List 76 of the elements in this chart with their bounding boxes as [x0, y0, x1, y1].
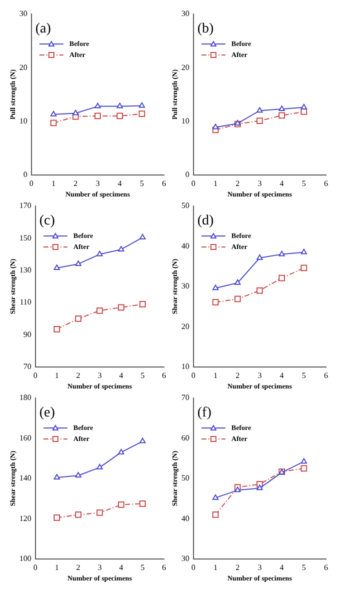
y-tick-label: 40	[181, 241, 190, 250]
y-tick-label: 90	[23, 330, 32, 339]
x-tick-label: 4	[280, 562, 284, 572]
x-tick-label: 0	[191, 562, 196, 572]
y-tick-label: 110	[20, 298, 32, 307]
x-tick-label: 5	[140, 178, 144, 188]
y-tick-label: 160	[19, 433, 32, 442]
x-tick-label: 2	[76, 370, 80, 380]
x-tick-label: 5	[140, 370, 145, 380]
x-tick-label: 6	[324, 370, 328, 380]
x-tick-label: 1	[214, 370, 218, 380]
x-tick-label: 3	[96, 178, 100, 188]
x-tick-label: 5	[302, 178, 306, 188]
x-tick-label: 4	[119, 562, 124, 572]
annotation: (c)	[39, 214, 56, 229]
x-tick-label: 4	[119, 370, 124, 380]
x-tick-label: 3	[98, 370, 102, 380]
y-tick-label: 50	[181, 474, 190, 483]
y-tick-label: 10	[181, 362, 190, 372]
annotation: (d)	[197, 214, 214, 229]
y-tick-label: 20	[181, 322, 190, 331]
x-tick-label: 0	[191, 178, 196, 188]
x-tick-label: 6	[162, 178, 166, 188]
x-tick-label: 5	[140, 562, 145, 572]
annotation: (f)	[197, 406, 212, 421]
y-tick-label: 150	[19, 233, 32, 242]
x-tick-label: 6	[162, 370, 166, 380]
x-tick-label: 1	[214, 562, 218, 572]
x-tick-label: 1	[54, 562, 59, 572]
x-tick-label: 2	[76, 562, 80, 572]
y-tick-label: 130	[19, 265, 32, 274]
x-tick-label: 4	[118, 178, 122, 188]
x-tick-label: 2	[74, 178, 78, 188]
x-tick-label: 2	[236, 370, 240, 380]
x-tick-label: 3	[258, 178, 262, 188]
y-tick-label: 180	[19, 393, 32, 402]
y-tick-label: 10	[181, 116, 190, 126]
x-tick-label: 6	[162, 562, 166, 572]
x-tick-label: 1	[52, 178, 56, 188]
x-tick-label: 0	[33, 370, 38, 380]
y-tick-label: 0	[23, 170, 28, 180]
y-tick-label: 20	[181, 62, 190, 72]
y-tick-label: 30	[181, 282, 190, 291]
y-tick-label: 0	[185, 170, 190, 180]
x-tick-label: 0	[191, 370, 196, 380]
y-tick-label: 60	[181, 433, 190, 442]
x-tick-label: 6	[324, 562, 328, 572]
y-tick-label: 30	[181, 554, 190, 564]
x-tick-label: 4	[280, 370, 284, 380]
y-tick-label: 100	[19, 554, 32, 564]
y-tick-label: 50	[181, 201, 190, 210]
y-tick-label: 70	[181, 393, 190, 402]
x-tick-label: 5	[302, 562, 306, 572]
annotation: (b)	[197, 22, 214, 37]
y-tick-label: 170	[19, 201, 32, 210]
x-tick-label: 3	[258, 562, 262, 572]
x-tick-label: 0	[33, 562, 38, 572]
x-tick-label: 3	[98, 562, 102, 572]
y-tick-label: 120	[19, 514, 32, 523]
y-tick-label: 70	[23, 362, 32, 372]
x-tick-label: 2	[236, 562, 240, 572]
annotation: (e)	[39, 406, 56, 421]
y-tick-label: 30	[181, 9, 190, 18]
x-tick-label: 5	[302, 370, 306, 380]
x-tick-label: 6	[324, 178, 328, 188]
x-tick-label: 1	[54, 370, 59, 380]
x-tick-label: 3	[258, 370, 262, 380]
y-tick-label: 140	[19, 474, 32, 483]
annotation: (a)	[35, 22, 52, 37]
y-tick-label: 10	[19, 116, 28, 126]
y-tick-label: 30	[19, 9, 28, 18]
x-tick-label: 4	[280, 178, 284, 188]
x-tick-label: 1	[214, 178, 218, 188]
x-tick-label: 2	[236, 178, 240, 188]
y-tick-label: 40	[181, 514, 190, 523]
y-tick-label: 20	[19, 62, 28, 72]
